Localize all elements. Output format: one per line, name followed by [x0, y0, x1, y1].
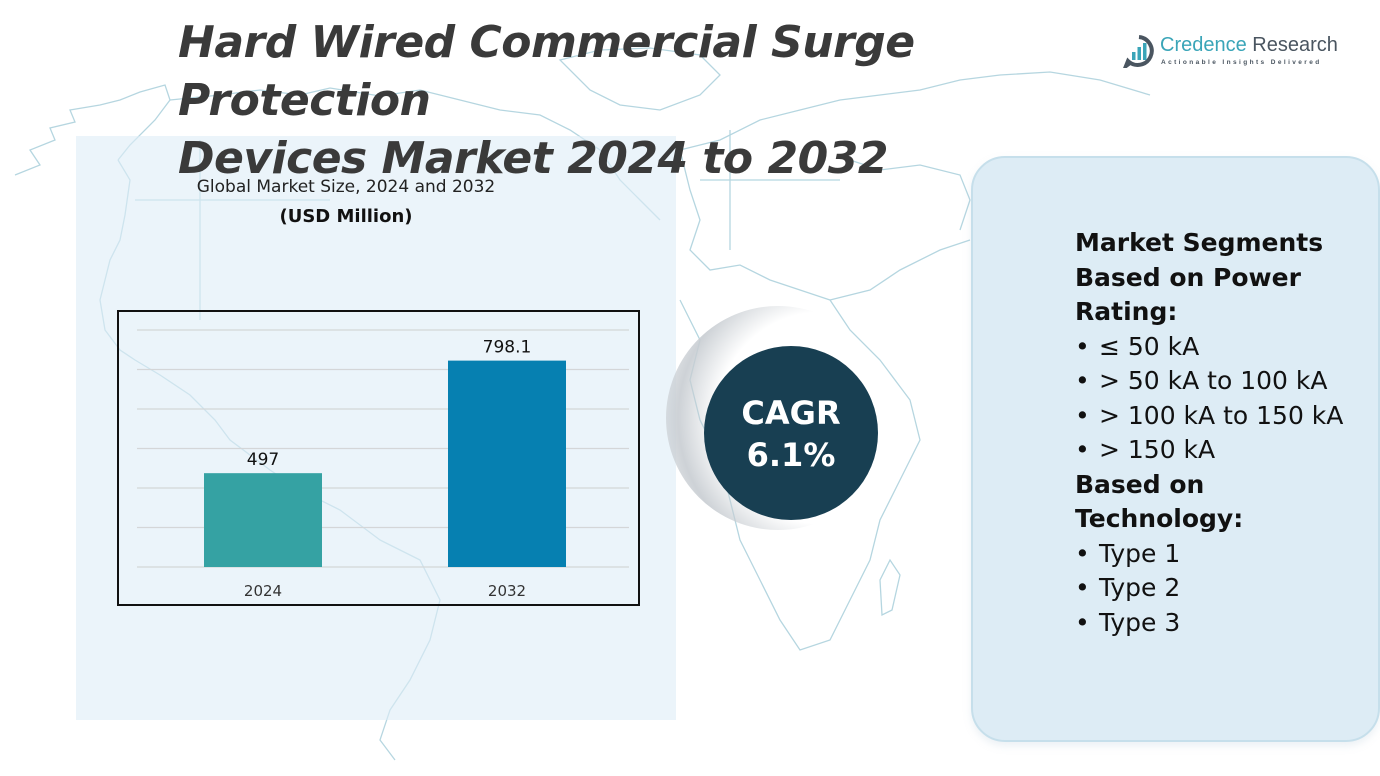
credence-research-logo: Credence Research Actionable Insights De… — [1122, 34, 1362, 74]
cagr-badge: CAGR 6.1% — [704, 346, 878, 520]
bar-2032 — [448, 360, 566, 567]
map-outline-greenland — [558, 47, 721, 111]
bars — [204, 360, 566, 567]
segment-heading-tech-line-2: Technology: — [1075, 504, 1244, 533]
segment-item-label: > 50 kA to 100 kA — [1099, 366, 1328, 395]
logo-name-research: Research — [1246, 34, 1338, 56]
segment-item-power: • > 50 kA to 100 kA — [1075, 364, 1375, 399]
cagr-label: CAGR — [741, 394, 841, 432]
map-outline-europe-coast — [679, 149, 831, 301]
bullet-icon: • — [1075, 331, 1090, 361]
segment-item-label: Type 3 — [1099, 607, 1181, 637]
segment-item-label: > 150 kA — [1099, 435, 1216, 464]
chart-subtitle: (USD Million) — [279, 206, 413, 227]
segment-item-power: • > 100 kA to 150 kA — [1075, 399, 1375, 434]
chart-frame — [117, 310, 640, 606]
bar-2024 — [204, 473, 322, 567]
map-outline-asia — [849, 159, 971, 231]
segment-item-label: > 100 kA to 150 kA — [1099, 400, 1344, 430]
bullet-icon: • — [1075, 366, 1090, 395]
segment-heading-power-line-3: Rating: — [1075, 297, 1178, 326]
segment-item-tech: • Type 1 — [1075, 537, 1375, 572]
logo-tagline: Actionable Insights Delivered — [1161, 59, 1322, 66]
market-size-panel — [76, 136, 676, 720]
logo-name-credence: Credence — [1160, 34, 1247, 56]
page-title: Hard Wired Commercial Surge Protection D… — [178, 14, 1118, 188]
chart-bubble-icon — [1123, 35, 1154, 68]
bullet-icon: • — [1075, 538, 1090, 568]
bullet-icon: • — [1075, 607, 1090, 637]
segment-item-power: • > 150 kA — [1075, 433, 1375, 468]
segment-heading-tech-line-1: Based on — [1075, 469, 1205, 499]
segment-item-tech: • Type 3 — [1075, 606, 1375, 641]
chart-title: Global Market Size, 2024 and 2032 — [196, 177, 496, 197]
logo-name: Credence Research — [1160, 34, 1338, 57]
x-tick-label-2024: 2024 — [244, 582, 282, 600]
segments-panel — [971, 156, 1380, 742]
market-segments: Market Segments Based on Power Rating: •… — [1075, 226, 1375, 640]
bullet-icon: • — [1075, 573, 1090, 602]
segment-item-power: • ≤ 50 kA — [1075, 330, 1375, 365]
title-line-1: Hard Wired Commercial Surge Protection — [178, 17, 915, 126]
cagr-value: 6.1% — [746, 436, 836, 474]
labels: 497 2024 798.1 2032 — [244, 338, 531, 600]
bar-chart: 497 2024 798.1 2032 — [137, 329, 629, 600]
segment-heading-power-line-1: Market Segments — [1075, 228, 1324, 257]
bullet-icon: • — [1075, 435, 1090, 464]
data-label-2024: 497 — [247, 450, 279, 470]
map-outline-europe — [679, 71, 1151, 151]
x-tick-label-2032: 2032 — [488, 582, 526, 600]
map-outline-middle-east — [829, 239, 971, 301]
segment-item-label: Type 2 — [1099, 573, 1181, 602]
map-outline-madagascar — [879, 558, 901, 617]
segment-item-tech: • Type 2 — [1075, 571, 1375, 606]
segment-item-label: Type 1 — [1099, 538, 1181, 568]
data-label-2032: 798.1 — [483, 338, 532, 358]
segment-heading-power-line-2: Based on Power — [1075, 262, 1301, 292]
map-outline-alaska — [14, 84, 171, 176]
title-line-2: Devices Market 2024 to 2032 — [178, 133, 888, 184]
bullet-icon: • — [1075, 400, 1090, 430]
segment-item-label: ≤ 50 kA — [1099, 331, 1200, 361]
